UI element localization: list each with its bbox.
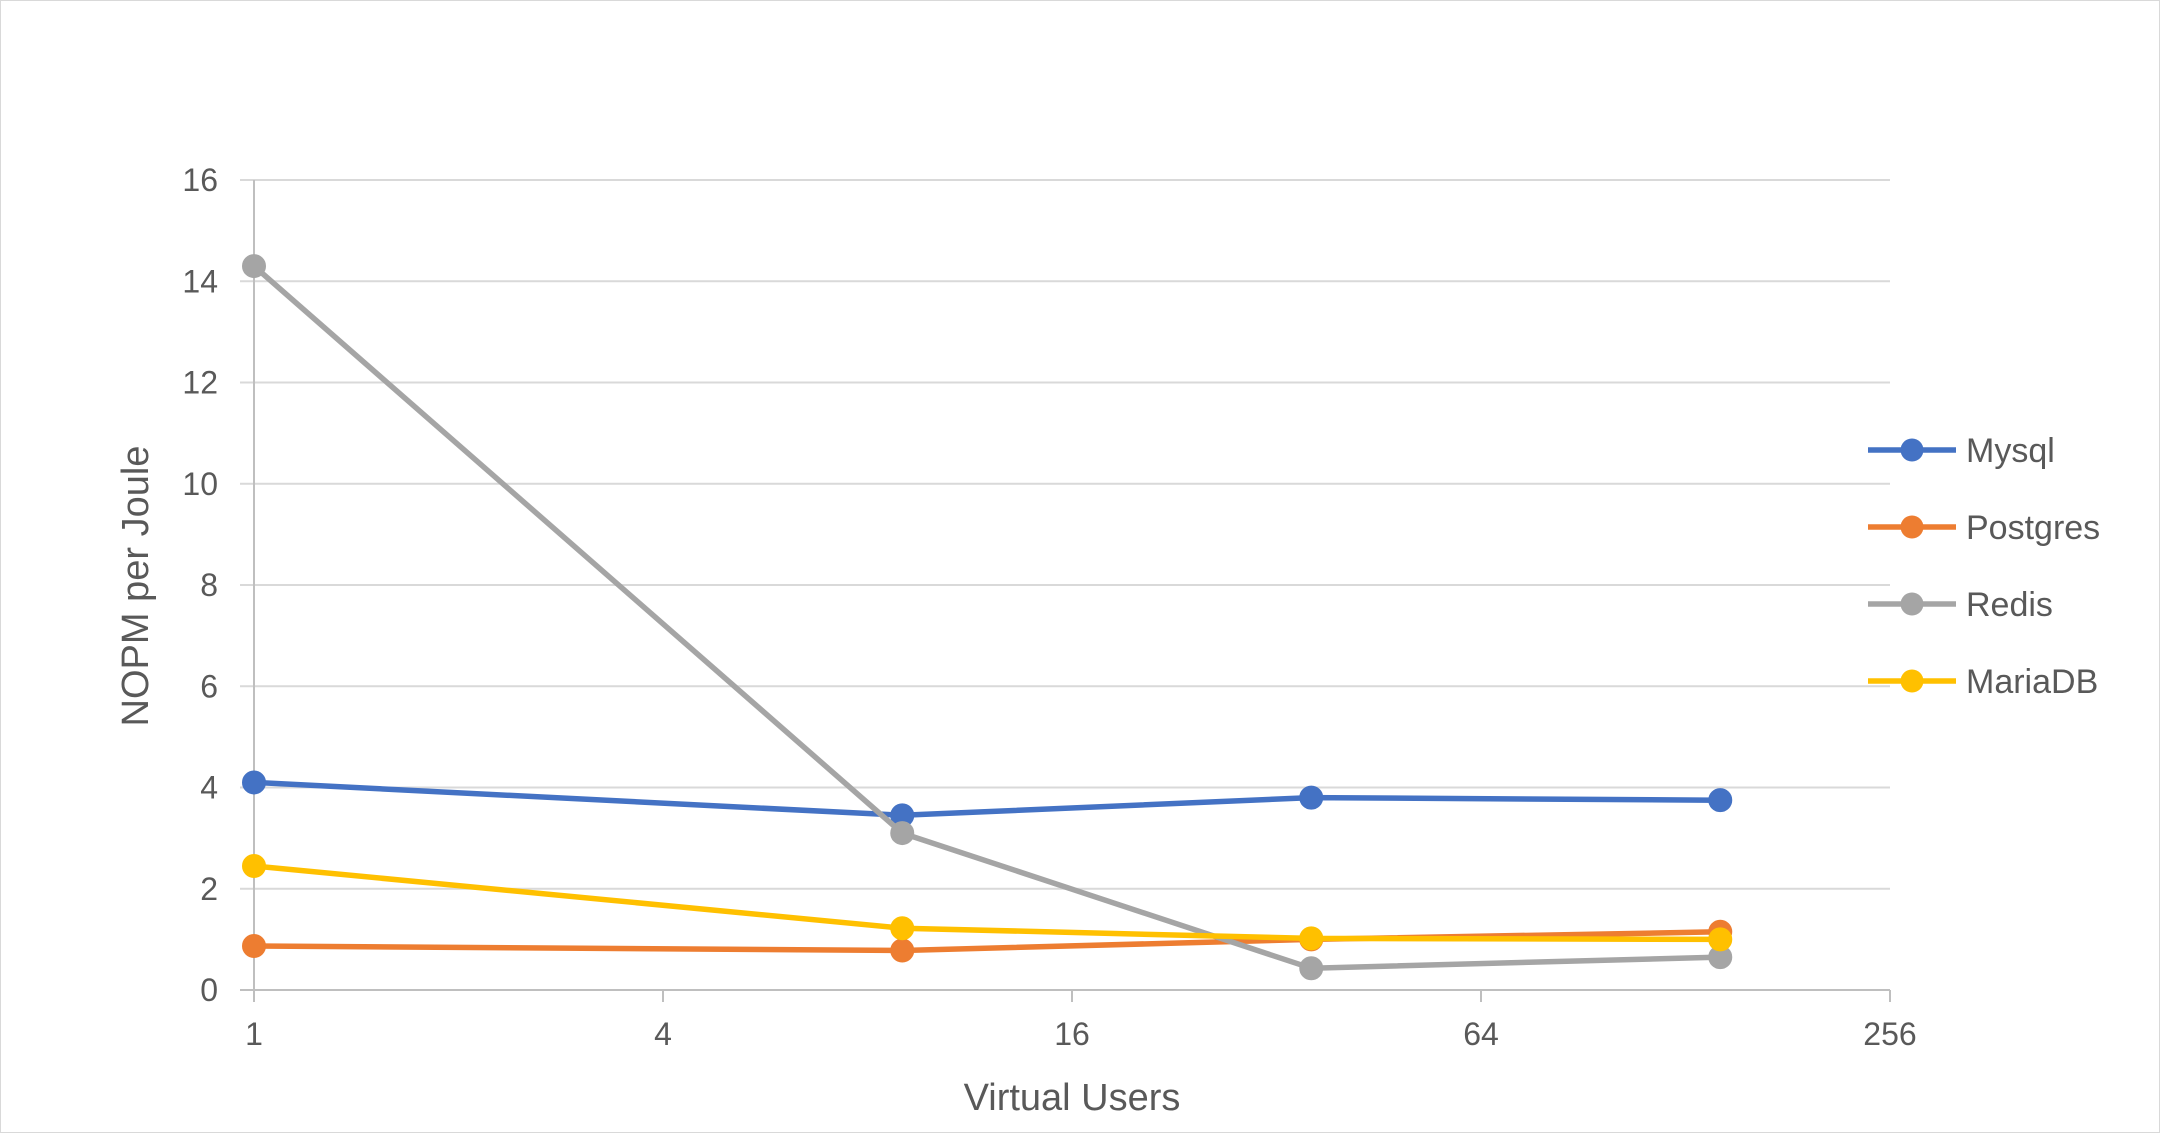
data-point-mariadb: [1299, 926, 1324, 951]
legend-swatch-marker: [1900, 669, 1924, 693]
data-point-mariadb: [1708, 927, 1733, 952]
y-tick-label: 12: [182, 365, 218, 401]
legend-label: Redis: [1966, 586, 2053, 624]
legend-label: Mysql: [1966, 432, 2055, 470]
series-mariadb: [242, 853, 1733, 952]
y-tick-label: 10: [182, 466, 218, 502]
y-tick-label: 6: [200, 668, 218, 704]
x-tick-label: 1: [245, 1016, 263, 1052]
legend-label: Postgres: [1966, 509, 2100, 547]
x-tick-label: 16: [1054, 1016, 1090, 1052]
legend-swatch-marker: [1900, 438, 1924, 462]
data-point-mariadb: [242, 853, 266, 878]
data-point-mysql: [1299, 785, 1324, 810]
y-axis-ticks: 0 2 4 6 8 10 12 14 16: [182, 162, 218, 1008]
y-tick-label: 0: [200, 972, 218, 1008]
gridlines: [240, 179, 1890, 890]
y-tick-label: 14: [182, 263, 218, 299]
series-redis: [242, 254, 1733, 981]
series-layer: [242, 254, 1733, 981]
legend: Mysql Postgres Redis MariaDB: [1868, 432, 2100, 701]
x-tick-label: 4: [654, 1016, 672, 1052]
legend-label: MariaDB: [1966, 663, 2098, 701]
series-line-redis: [251, 263, 1723, 971]
y-axis-title: NOPM per Joule: [115, 446, 157, 727]
series-mysql: [242, 770, 1733, 828]
y-tick-label: 4: [200, 770, 218, 806]
series-line-mysql: [251, 779, 1723, 819]
y-tick-label: 16: [182, 162, 218, 198]
data-point-mysql: [1708, 788, 1733, 813]
legend-item-mysql: Mysql: [1868, 432, 2055, 470]
x-tick-label: 256: [1863, 1016, 1916, 1052]
data-point-postgres: [890, 938, 915, 963]
x-tick-label: 64: [1463, 1016, 1499, 1052]
legend-item-postgres: Postgres: [1868, 509, 2100, 547]
data-point-mysql: [242, 770, 266, 795]
legend-item-redis: Redis: [1868, 586, 2053, 624]
x-axis-title: Virtual Users: [964, 1077, 1181, 1119]
series-line-postgres: [251, 929, 1723, 954]
data-point-mariadb: [890, 916, 915, 941]
legend-swatch-marker: [1900, 592, 1924, 616]
legend-swatch-marker: [1900, 515, 1924, 539]
y-tick-label: 2: [200, 871, 218, 907]
data-point-redis: [1299, 956, 1324, 981]
legend-item-mariadb: MariaDB: [1868, 663, 2098, 701]
data-point-redis: [242, 254, 266, 279]
x-axis-ticks: 1 4 16 64 256: [245, 990, 1917, 1052]
series-line-mariadb: [251, 863, 1723, 943]
y-tick-label: 8: [200, 567, 218, 603]
data-point-redis: [890, 821, 915, 846]
data-point-postgres: [242, 933, 266, 958]
